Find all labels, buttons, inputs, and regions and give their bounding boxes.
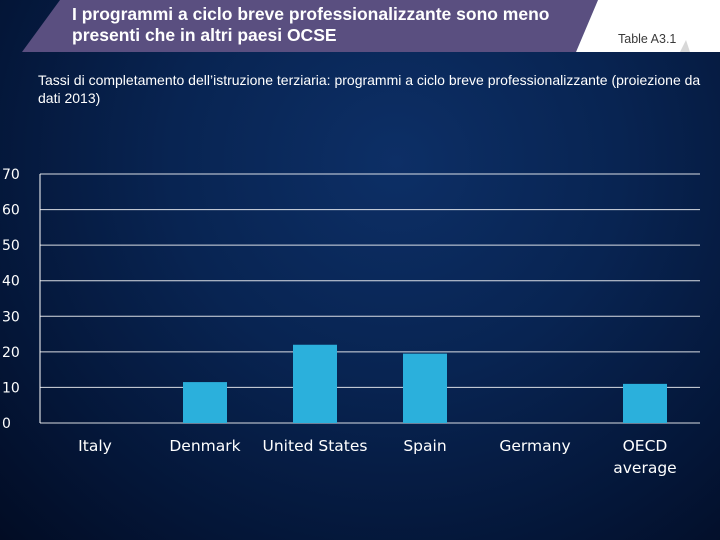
y-tick-label: 60 — [2, 203, 20, 219]
y-tick-label: 50 — [2, 238, 20, 254]
y-tick-label: 20 — [2, 345, 20, 361]
bar — [293, 344, 337, 423]
y-tick-label: 10 — [2, 380, 20, 396]
x-tick-label: Denmark — [169, 437, 240, 455]
banner-shape — [22, 0, 720, 52]
x-tick-label: Italy — [78, 437, 112, 455]
y-tick-label: 70 — [2, 167, 20, 183]
table-reference: Table A3.1 — [618, 32, 677, 46]
bar — [403, 353, 447, 423]
y-tick-label: 30 — [2, 309, 20, 325]
x-tick-label: United States — [263, 437, 368, 455]
y-tick-label: 0 — [2, 416, 11, 432]
chart-subtitle: Tassi di completamento dell’istruzione t… — [38, 72, 701, 106]
x-tick-label: OECD — [623, 437, 668, 455]
y-tick-label: 40 — [2, 274, 20, 290]
x-tick-label: Germany — [499, 437, 570, 455]
x-tick-label: average — [613, 459, 676, 477]
x-tick-label: Spain — [403, 437, 446, 455]
bar — [623, 383, 667, 423]
bar — [183, 382, 227, 423]
page-title: I programmi a ciclo breve professionaliz… — [72, 4, 550, 45]
title-banner: I programmi a ciclo breve professionaliz… — [0, 0, 720, 52]
